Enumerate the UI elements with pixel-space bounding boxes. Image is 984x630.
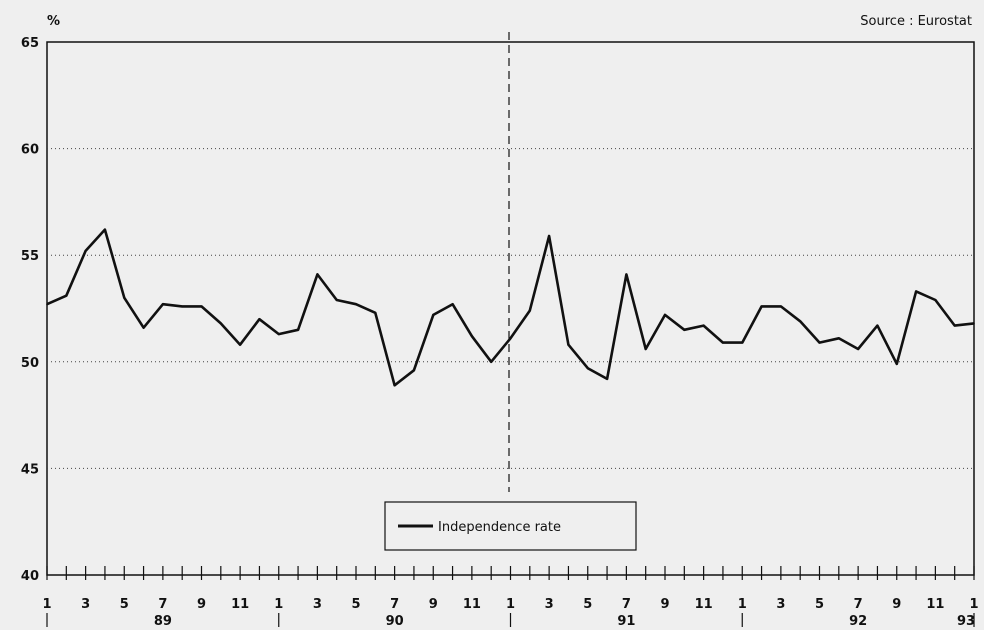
y-tick-label: 50 <box>21 356 39 371</box>
x-tick-label: 11 <box>926 597 944 612</box>
x-tick-label: 5 <box>583 597 592 612</box>
x-tick-label: 1 <box>506 597 515 612</box>
data-point <box>142 326 145 329</box>
x-tick-label: 3 <box>776 597 785 612</box>
data-point <box>355 303 357 306</box>
x-tick-label: 3 <box>313 597 322 612</box>
y-tick-label: 65 <box>21 36 39 51</box>
data-point <box>664 314 666 316</box>
data-point <box>123 297 126 299</box>
y-axis-ticks: 40 45 50 55 60 65 <box>21 36 39 584</box>
data-point <box>934 299 937 301</box>
data-point <box>200 305 203 308</box>
data-point <box>780 305 782 308</box>
x-tick-label: 5 <box>120 597 129 612</box>
data-point <box>277 333 280 335</box>
x-tick-label: 1 <box>42 597 51 612</box>
x-tick-label: 9 <box>660 597 669 612</box>
x-tick-label: 1 <box>969 597 978 612</box>
data-point <box>548 235 550 237</box>
data-point <box>953 324 956 327</box>
data-point <box>471 335 473 338</box>
y-tick-label: 45 <box>21 462 39 477</box>
x-tick-label: 1 <box>274 597 283 612</box>
legend: Independence rate <box>384 501 637 551</box>
plot-area <box>46 41 975 576</box>
data-point <box>297 329 299 331</box>
data-point <box>374 311 377 314</box>
legend-label: Independence rate <box>438 520 561 535</box>
data-point <box>432 314 435 316</box>
data-point <box>606 378 608 380</box>
series-layer <box>46 228 975 387</box>
year-label: 89 <box>154 614 172 629</box>
y-tick-label: 40 <box>21 569 39 584</box>
x-tick-label: 9 <box>197 597 206 612</box>
year-label: 93 <box>957 614 975 629</box>
data-point <box>838 337 840 340</box>
x-tick-label: 7 <box>854 597 863 612</box>
data-point <box>915 290 917 293</box>
data-point <box>104 228 106 231</box>
x-tick-label: 5 <box>351 597 360 612</box>
year-label: 91 <box>617 614 635 629</box>
data-point <box>220 322 222 325</box>
data-point <box>818 341 821 344</box>
x-tick-label: 3 <box>81 597 90 612</box>
y-tick-label: 55 <box>21 249 39 264</box>
x-axis-ticks: 1 3 5 7 9 11 1 3 5 7 9 11 1 3 5 7 9 11 1 3 5 7 9 11 189 90 91 92 93 <box>42 566 979 629</box>
data-point <box>451 303 454 306</box>
x-tick-label: 11 <box>695 597 713 612</box>
data-point <box>586 367 589 369</box>
data-point <box>181 305 183 308</box>
data-point <box>876 324 879 327</box>
x-tick-label: 1 <box>738 597 747 612</box>
data-point <box>490 361 492 363</box>
data-point <box>84 250 87 252</box>
y-tick-label: 60 <box>21 143 39 158</box>
data-point <box>529 309 531 312</box>
data-point <box>567 343 570 346</box>
x-tick-label: 9 <box>429 597 438 612</box>
data-point <box>857 348 859 350</box>
y-axis-unit-label: % <box>47 14 60 29</box>
data-point <box>644 348 647 350</box>
data-point <box>722 341 724 344</box>
data-point <box>393 384 396 387</box>
year-label: 92 <box>849 614 867 629</box>
data-point <box>65 294 68 297</box>
source-label: Source : Eurostat <box>860 14 972 29</box>
data-point <box>258 318 261 320</box>
x-tick-label: 3 <box>545 597 554 612</box>
data-point <box>316 273 319 276</box>
x-tick-label: 7 <box>622 597 631 612</box>
x-tick-label: 11 <box>463 597 481 612</box>
data-point <box>509 337 512 340</box>
x-tick-label: 11 <box>231 597 249 612</box>
data-point <box>973 322 975 325</box>
data-point <box>46 303 48 306</box>
grid-lines <box>47 148 974 469</box>
data-point <box>895 363 898 365</box>
data-point <box>799 320 801 323</box>
data-point <box>702 324 705 327</box>
x-tick-label: 7 <box>390 597 399 612</box>
x-tick-label: 5 <box>815 597 824 612</box>
x-tick-label: 7 <box>158 597 167 612</box>
data-point <box>239 343 241 346</box>
data-point <box>741 341 744 344</box>
year-label: 90 <box>386 614 404 629</box>
data-point <box>760 305 763 308</box>
data-point <box>413 369 415 372</box>
data-point <box>162 303 164 306</box>
x-tick-label: 9 <box>892 597 901 612</box>
data-point <box>335 299 338 301</box>
data-point <box>625 273 628 276</box>
data-point <box>683 329 686 331</box>
